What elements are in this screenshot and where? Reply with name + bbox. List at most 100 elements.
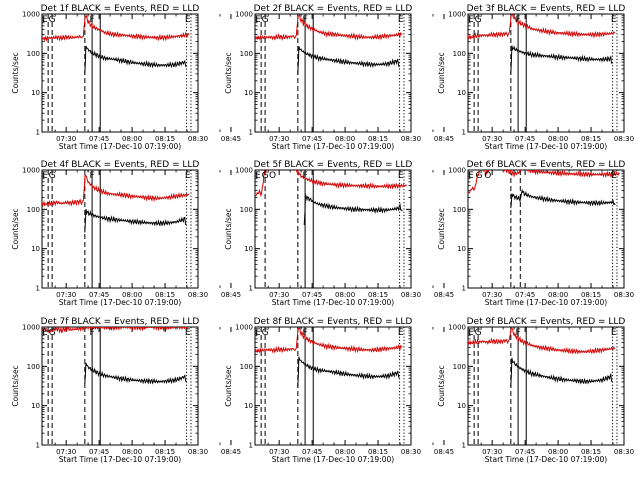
y-tick-label: 1000 <box>22 11 40 19</box>
x-tick-label: 07:45 <box>302 135 322 143</box>
events-rate-line <box>510 45 613 75</box>
interval-marker: G <box>49 328 56 338</box>
x-tick-label: 08:45 <box>434 448 454 456</box>
interval-marker: E <box>255 328 261 338</box>
y-tick-label: 10 <box>31 89 40 97</box>
interval-marker: G <box>475 171 482 181</box>
x-tick-label: 08:00 <box>548 448 568 456</box>
interval-marker: E <box>611 171 617 181</box>
y-tick-label: 10 <box>244 402 253 410</box>
interval-marker: E <box>185 328 191 338</box>
y-tick-label: 100 <box>240 363 253 371</box>
panel-3: Det 3f BLACK = Events, RED = LLD 1 10 100 10… <box>437 4 634 151</box>
x-tick-label: 08:00 <box>548 291 568 299</box>
y-tick-label: 1000 <box>448 324 466 332</box>
plot-frame <box>254 169 412 289</box>
x-tick-label: 08:00 <box>335 291 355 299</box>
interval-marker: G <box>262 15 269 25</box>
x-tick-label: 08:30 <box>188 448 208 456</box>
y-tick-label: 100 <box>453 50 466 58</box>
x-tick-label: 08:30 <box>614 448 634 456</box>
y-tick-label: 1 <box>462 129 466 137</box>
x-tick-label: 07:30 <box>482 291 502 299</box>
interval-marker: G <box>475 328 482 338</box>
events-rate-line <box>84 362 187 385</box>
plot-frame <box>467 326 625 446</box>
interval-marker: G <box>49 15 56 25</box>
interval-marker: E <box>185 171 191 181</box>
lld-rate-line <box>468 14 616 41</box>
y-tick-label: 10 <box>244 245 253 253</box>
x-tick-label: 08:30 <box>401 448 421 456</box>
y-axis-label: Counts/sec <box>224 365 233 406</box>
x-tick-label: 08:45 <box>221 135 241 143</box>
interval-marker: F <box>90 15 95 25</box>
x-tick-label: 08:15 <box>368 448 388 456</box>
interval-marker: E <box>42 171 48 181</box>
x-tick-label: 07:45 <box>302 291 322 299</box>
y-tick-label: 100 <box>240 206 253 214</box>
x-tick-label: 07:30 <box>269 135 289 143</box>
y-axis-label: Counts/sec <box>11 52 20 93</box>
x-tick-label: 08:30 <box>188 135 208 143</box>
lld-rate-line <box>42 173 190 208</box>
x-axis-label: Start Time (17-Dec-10 07:19:00) <box>59 298 181 307</box>
lld-rate-line <box>468 170 621 194</box>
y-tick-label: 1000 <box>235 11 253 19</box>
x-tick-label: 07:45 <box>89 135 109 143</box>
panel-5: Det 5f BLACK = Events, RED = LLD 1 10 100 10… <box>224 160 454 307</box>
y-tick-label: 10 <box>31 402 40 410</box>
x-tick-label: 07:45 <box>89 291 109 299</box>
x-tick-label: 08:30 <box>401 135 421 143</box>
x-tick-label: 08:30 <box>614 291 634 299</box>
x-tick-label: 08:15 <box>368 291 388 299</box>
x-tick-label: 08:00 <box>122 448 142 456</box>
interval-marker: E <box>255 171 261 181</box>
y-tick-label: 1 <box>36 129 40 137</box>
lld-rate-line <box>255 170 407 197</box>
interval-marker: E <box>611 328 617 338</box>
y-tick-label: 100 <box>27 206 40 214</box>
panel-title: Det 4f BLACK = Events, RED = LLD <box>41 160 200 170</box>
interval-marker: F <box>303 15 308 25</box>
x-axis-label: Start Time (17-Dec-10 07:19:00) <box>272 142 394 151</box>
interval-marker: E <box>42 328 48 338</box>
y-axis-label: Counts/sec <box>224 208 233 249</box>
x-axis-label: Start Time (17-Dec-10 07:19:00) <box>272 298 394 307</box>
interval-marker: G <box>475 15 482 25</box>
x-tick-label: 07:45 <box>515 291 535 299</box>
y-tick-label: 1000 <box>22 167 40 175</box>
x-axis-label: Start Time (17-Dec-10 07:19:00) <box>485 142 607 151</box>
panel-4: Det 4f BLACK = Events, RED = LLD 1 10 100 10… <box>11 160 241 307</box>
x-tick-label: 08:00 <box>335 135 355 143</box>
interval-marker: E <box>398 15 404 25</box>
y-tick-label: 100 <box>27 363 40 371</box>
x-tick-label: 07:45 <box>302 448 322 456</box>
events-rate-line <box>297 46 400 75</box>
y-axis-label: Counts/sec <box>11 365 20 406</box>
panel-title: Det 5f BLACK = Events, RED = LLD <box>254 160 413 170</box>
x-tick-label: 07:30 <box>269 448 289 456</box>
y-tick-label: 1 <box>462 285 466 293</box>
x-tick-label: 08:30 <box>401 291 421 299</box>
y-tick-label: 10 <box>244 89 253 97</box>
y-axis-label: Counts/sec <box>11 208 20 249</box>
plot-frame <box>254 326 412 446</box>
y-tick-label: 1000 <box>448 167 466 175</box>
x-tick-label: 07:45 <box>89 448 109 456</box>
lld-rate-line <box>42 327 190 334</box>
panel-title: Det 1f BLACK = Events, RED = LLD <box>41 4 200 14</box>
interval-marker: E <box>398 328 404 338</box>
interval-marker: E <box>398 171 404 181</box>
x-tick-label: 08:45 <box>221 448 241 456</box>
interval-marker: E <box>185 15 191 25</box>
interval-marker: E <box>255 15 261 25</box>
interval-marker: F <box>90 171 95 181</box>
events-rate-line <box>84 45 187 74</box>
y-axis-label: Counts/sec <box>437 208 446 249</box>
x-tick-label: 07:30 <box>56 291 76 299</box>
interval-marker: E <box>611 15 617 25</box>
x-tick-label: 08:00 <box>335 448 355 456</box>
x-tick-label: 07:30 <box>56 135 76 143</box>
